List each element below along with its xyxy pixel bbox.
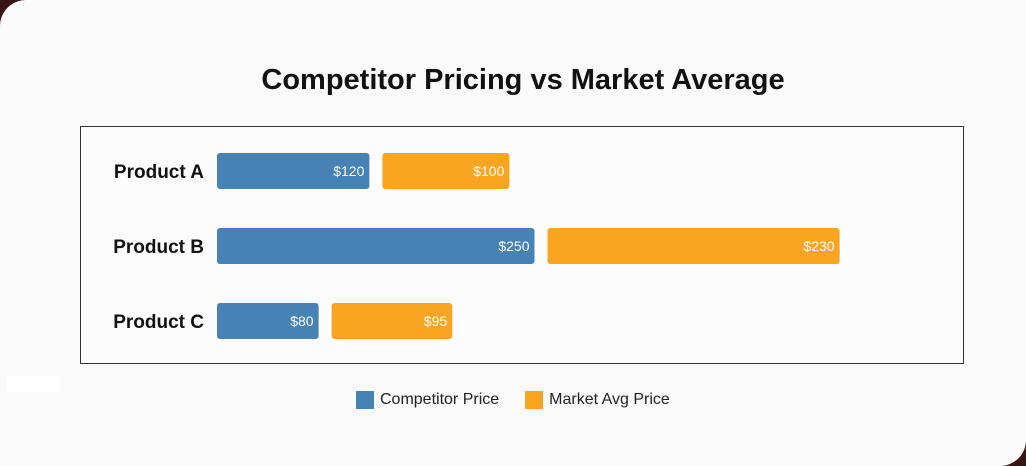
category-label-2: Product C	[113, 312, 204, 333]
bar-0-2	[217, 303, 319, 339]
bar-value-label-0-0: $120	[333, 163, 364, 179]
bar-0-0	[217, 153, 370, 189]
bar-value-label-0-1: $250	[498, 238, 529, 254]
legend-label-competitor-price: Competitor Price	[380, 391, 500, 408]
background-patch	[6, 376, 60, 392]
bar-1-1	[547, 228, 840, 264]
bar-value-label-0-2: $80	[290, 313, 314, 329]
legend-item-competitor-price: Competitor Price	[356, 391, 499, 409]
bar-1-0	[382, 153, 510, 189]
bar-0-1	[217, 228, 535, 264]
bar-value-label-1-1: $230	[803, 238, 834, 254]
chart-title: Competitor Pricing vs Market Average	[261, 64, 785, 96]
legend-swatch-market-avg-price	[525, 391, 544, 409]
legend-swatch-competitor-price	[356, 391, 374, 409]
bar-value-label-1-0: $100	[473, 163, 504, 179]
legend: Competitor Price Market Avg Price	[356, 391, 696, 409]
bar-value-label-1-2: $95	[424, 313, 448, 329]
legend-label-market-avg-price: Market Avg Price	[549, 391, 670, 408]
legend-item-market-avg-price: Market Avg Price	[525, 391, 670, 409]
bar-1-2	[331, 303, 453, 339]
category-label-0: Product A	[114, 162, 204, 183]
category-label-1: Product B	[113, 237, 204, 258]
